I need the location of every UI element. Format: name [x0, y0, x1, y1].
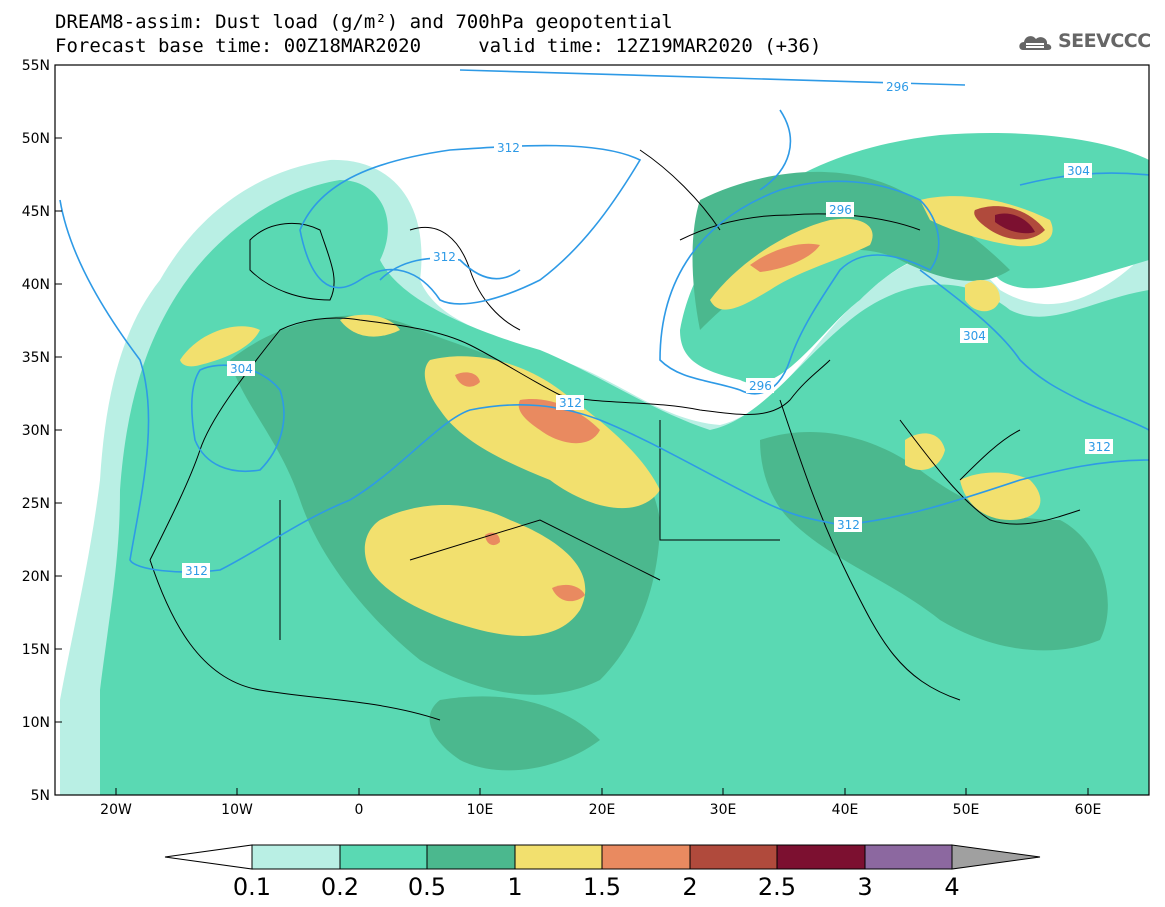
lon-tick-label: 40E	[832, 802, 859, 818]
colorbar-max-arrow	[951, 844, 1041, 870]
lat-tick-label: 15N	[22, 642, 50, 658]
colorbar-bin	[601, 844, 691, 870]
lat-tick-label: 20N	[22, 569, 50, 585]
lon-tick-label: 10E	[467, 802, 494, 818]
colorbar-bin	[776, 844, 866, 870]
contour-label: 312	[559, 396, 582, 410]
contour-label: 304	[230, 362, 253, 376]
seevccc-logo: SEEVCCC	[1058, 30, 1151, 52]
lat-tick-label: 30N	[22, 423, 50, 439]
map-title: DREAM8-assim: Dust load (g/m²) and 700hP…	[55, 11, 673, 33]
lon-tick-label: 50E	[953, 802, 980, 818]
lon-tick-label: 20W	[100, 802, 132, 818]
lon-tick-label: 30E	[710, 802, 737, 818]
colorbar-label: 0.2	[321, 873, 359, 901]
colorbar-bin	[426, 844, 516, 870]
lon-axis: 20W 10W 0 10E 20E 30E 40E 50E 60E	[100, 788, 1101, 818]
lat-axis: 55N 50N 45N 40N 35N 30N 25N 20N 15N 10N …	[22, 58, 62, 804]
colorbar-label: 1.5	[583, 873, 621, 901]
contour-label: 312	[497, 141, 520, 155]
lat-tick-label: 5N	[31, 788, 50, 804]
lon-tick-label: 10W	[221, 802, 253, 818]
contour-label: 312	[837, 518, 860, 532]
cloud-icon	[1019, 36, 1052, 50]
lon-tick-label: 0	[355, 802, 364, 818]
contour-labels: 296 312 304 296 312 312 304 296 312 312 …	[182, 79, 1113, 578]
contour-label: 312	[433, 250, 456, 264]
contour-label: 312	[1088, 440, 1111, 454]
colorbar-label: 2.5	[758, 873, 796, 901]
lat-tick-label: 40N	[22, 277, 50, 293]
contour-label: 296	[829, 203, 852, 217]
colorbar-label: 0.1	[233, 873, 271, 901]
lat-tick-label: 50N	[22, 131, 50, 147]
colorbar-label: 4	[944, 873, 959, 901]
lon-tick-label: 60E	[1075, 802, 1102, 818]
contour-label: 304	[963, 329, 986, 343]
colorbar-label: 2	[682, 873, 697, 901]
colorbar-label: 3	[857, 873, 872, 901]
dust-fields	[55, 65, 1149, 795]
colorbar-bin	[514, 844, 603, 870]
contour-label: 296	[749, 379, 772, 393]
colorbar-label: 1	[507, 873, 522, 901]
colorbar: 0.1 0.2 0.5 1 1.5 2 2.5 3 4	[164, 844, 1041, 901]
colorbar-bin	[339, 844, 428, 870]
lat-tick-label: 55N	[22, 58, 50, 74]
lat-tick-label: 35N	[22, 350, 50, 366]
colorbar-bin	[689, 844, 778, 870]
lon-tick-label: 20E	[589, 802, 616, 818]
colorbar-bin	[864, 844, 953, 870]
contour-label: 312	[185, 564, 208, 578]
colorbar-min-arrow	[164, 844, 253, 870]
colorbar-bin	[251, 844, 341, 870]
forecast-time: Forecast base time: 00Z18MAR2020 valid t…	[55, 35, 822, 57]
lat-tick-label: 25N	[22, 496, 50, 512]
contour-label: 296	[886, 80, 909, 94]
colorbar-label: 0.5	[408, 873, 446, 901]
lat-tick-label: 10N	[22, 715, 50, 731]
lat-tick-label: 45N	[22, 204, 50, 220]
contour-label: 304	[1067, 164, 1090, 178]
